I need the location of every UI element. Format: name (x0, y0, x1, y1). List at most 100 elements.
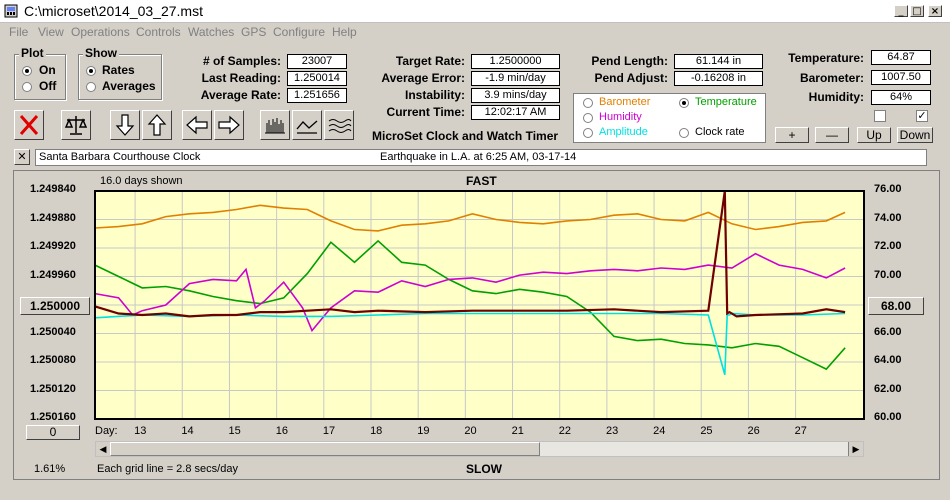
line-graph-button[interactable] (292, 110, 322, 140)
left-axis-tick: 1.250040 (30, 325, 76, 338)
barometer-series-line (94, 204, 846, 232)
last-reading-field: 1.250014 (287, 71, 347, 86)
x-axis-tick: 14 (181, 425, 194, 437)
right-axis-tick: 64.00 (874, 354, 902, 366)
target-rate-label: Target Rate: (395, 54, 465, 68)
menu-view[interactable]: View (38, 25, 64, 39)
samples-field: 23007 (287, 54, 347, 69)
right-axis-value-button[interactable]: 68.00 (868, 297, 924, 315)
x-axis-tick: 16 (275, 425, 288, 437)
up-button[interactable]: Up (857, 127, 891, 143)
barometer-field: 1007.50 (871, 70, 931, 85)
humidity-field: 64% (871, 90, 931, 105)
arrow-up-button[interactable] (142, 110, 172, 140)
scroll-left-arrow[interactable]: ◀ (96, 442, 111, 456)
menu-operations[interactable]: Operations (71, 25, 130, 39)
humidity-series-line (94, 252, 846, 333)
clock-rate-series-line (94, 190, 846, 318)
temperature-field: 64.87 (871, 50, 931, 65)
x-axis-tick: 25 (700, 425, 713, 437)
menu-gps[interactable]: GPS (241, 25, 267, 39)
instability-label: Instability: (404, 88, 465, 102)
humidity-legend-label: Humidity (599, 111, 642, 123)
average-error-label: Average Error: (381, 71, 465, 85)
menu-help[interactable]: Help (332, 25, 357, 39)
clock-name-text: Santa Barbara Courthouse Clock (39, 151, 201, 163)
day-axis-label: Day: (95, 425, 118, 437)
plot-off-radio[interactable] (22, 82, 32, 92)
bar-graph-button[interactable] (260, 110, 290, 140)
wave-graph-button[interactable] (324, 110, 354, 140)
scroll-thumb[interactable] (110, 442, 540, 456)
arrow-right-button[interactable] (214, 110, 244, 140)
humidity-radio[interactable] (583, 113, 593, 123)
x-axis-tick: 27 (794, 425, 807, 437)
note-text: Earthquake in L.A. at 6:25 AM, 03-17-14 (380, 151, 577, 163)
temperature-label: Temperature: (788, 51, 864, 65)
plot-on-radio[interactable] (22, 66, 32, 76)
chart-scrollbar[interactable]: ◀ ▶ (95, 441, 864, 457)
barometer-label: Barometer: (799, 71, 864, 85)
arrow-down-button[interactable] (110, 110, 140, 140)
zero-button[interactable]: 0 (26, 425, 80, 440)
menu-file[interactable]: File (9, 25, 29, 39)
x-axis-tick: 19 (417, 425, 430, 437)
menu-watches[interactable]: Watches (188, 25, 235, 39)
left-checkbox[interactable] (874, 110, 886, 122)
plot-group-title: Plot (19, 46, 46, 60)
pend-length-field[interactable]: 61.144 in (674, 54, 763, 69)
close-window-button[interactable]: × (928, 5, 942, 17)
right-axis-tick: 72.00 (874, 240, 902, 252)
right-axis-tick: 62.00 (874, 382, 902, 395)
days-shown-label: 16.0 days shown (100, 175, 183, 187)
x-axis-tick: 18 (370, 425, 383, 437)
show-group-title: Show (83, 46, 119, 60)
grid-lines (95, 191, 864, 419)
grid-note-label: Each grid line = 2.8 secs/day (97, 463, 238, 475)
temperature-radio[interactable] (679, 98, 689, 108)
slow-label: SLOW (466, 462, 502, 476)
temperature-series-line (94, 239, 846, 371)
app-name-label: MicroSet Clock and Watch Timer (372, 129, 559, 143)
line-graph-icon (296, 120, 318, 134)
plus-button[interactable]: + (775, 127, 809, 143)
target-rate-field[interactable]: 1.2500000 (471, 54, 560, 69)
average-rate-label: Average Rate: (200, 88, 281, 102)
clock-rate-radio[interactable] (679, 128, 689, 138)
down-button[interactable]: Down (897, 127, 933, 143)
balance-scale-icon (64, 116, 88, 135)
balance-button[interactable] (61, 110, 91, 140)
pend-adjust-label: Pend Adjust: (594, 71, 668, 85)
notes-close-button[interactable]: ✕ (14, 149, 30, 165)
left-axis-value-button[interactable]: 1.250000 (20, 297, 90, 315)
amplitude-radio[interactable] (583, 128, 593, 138)
arrow-left-icon (186, 115, 208, 135)
close-x-icon (19, 115, 39, 135)
notes-field[interactable]: Santa Barbara Courthouse Clock Earthquak… (35, 149, 927, 166)
show-averages-radio[interactable] (86, 82, 96, 92)
app-icon (4, 4, 18, 18)
arrow-left-button[interactable] (182, 110, 212, 140)
barometer-radio[interactable] (583, 98, 593, 108)
left-axis-tick: 1.249880 (30, 211, 76, 224)
arrow-up-icon (147, 114, 167, 136)
x-axis-tick: 24 (653, 425, 666, 437)
menu-controls[interactable]: Controls (136, 25, 181, 39)
show-rates-radio[interactable] (86, 66, 96, 76)
maximize-button[interactable]: □ (910, 5, 924, 17)
minus-button[interactable]: — (815, 127, 849, 143)
right-checkbox[interactable]: ✓ (916, 110, 928, 122)
arrow-down-icon (115, 114, 135, 136)
minimize-button[interactable]: _ (894, 5, 908, 17)
left-axis-tick: 1.249960 (30, 268, 76, 281)
x-axis-tick: 26 (747, 425, 760, 437)
close-x-button[interactable] (14, 110, 44, 140)
average-rate-field: 1.251656 (287, 88, 347, 103)
show-group (78, 54, 162, 100)
scroll-right-arrow[interactable]: ▶ (848, 442, 863, 456)
x-axis-tick: 15 (228, 425, 241, 437)
average-error-field: -1.9 min/day (471, 71, 560, 86)
menu-configure[interactable]: Configure (273, 25, 326, 39)
right-axis-tick: 76.00 (874, 183, 902, 195)
